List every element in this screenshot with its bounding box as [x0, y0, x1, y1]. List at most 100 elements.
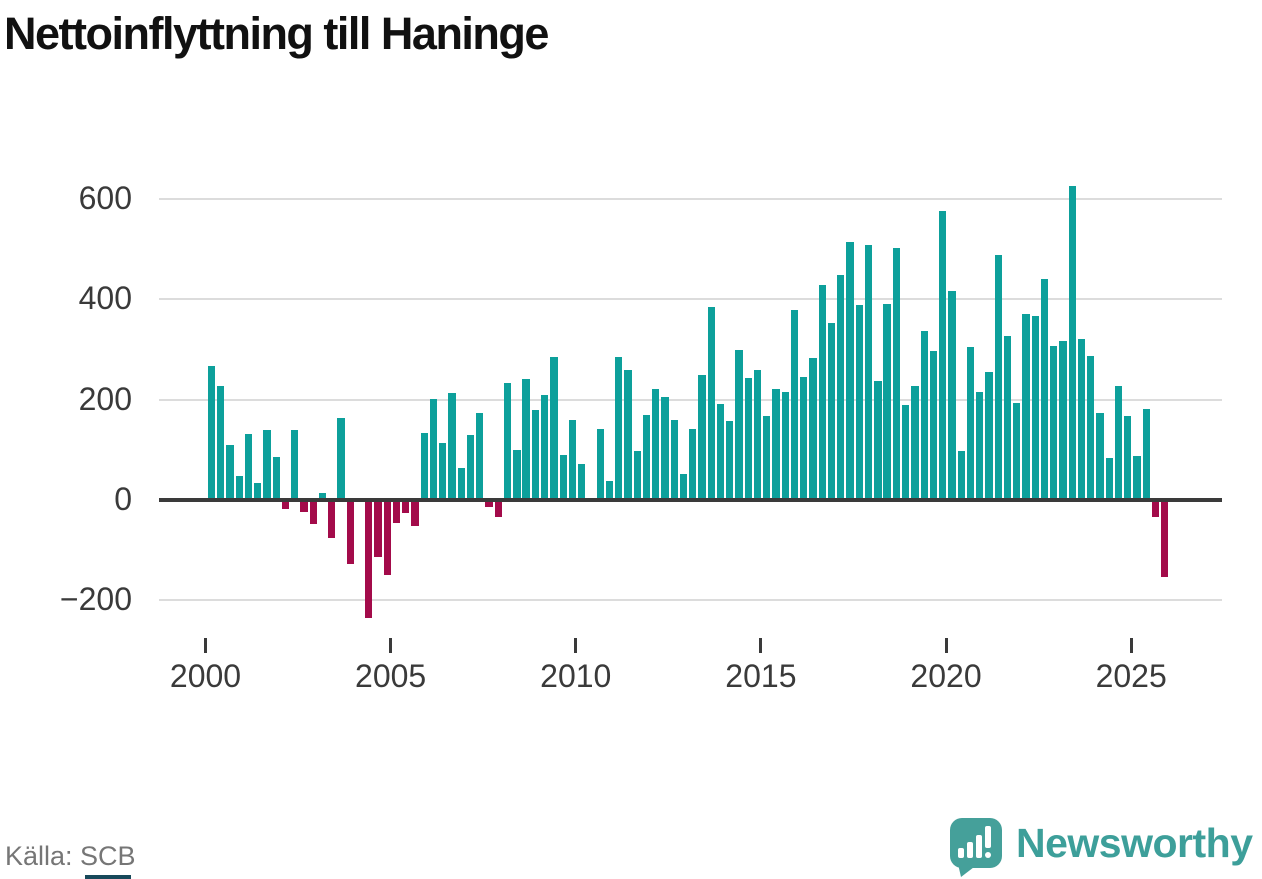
- bar: [1105, 458, 1113, 500]
- bar: [624, 369, 632, 500]
- bar: [531, 410, 540, 500]
- bar: [994, 255, 1002, 500]
- bar: [809, 357, 817, 500]
- bar: [901, 404, 910, 500]
- bar: [1124, 416, 1132, 500]
- bar: [1142, 408, 1150, 500]
- bar: [920, 330, 928, 500]
- x-axis-tick: [389, 638, 393, 653]
- x-axis-tick: [574, 638, 578, 653]
- bar: [383, 500, 391, 576]
- bar: [753, 369, 762, 500]
- x-axis-tick: [944, 638, 948, 653]
- x-axis-tick-label: 2010: [540, 658, 612, 694]
- bar: [494, 500, 503, 518]
- bar: [689, 428, 697, 500]
- bar: [1013, 403, 1021, 500]
- bar: [272, 457, 280, 500]
- newsworthy-logo-icon: [950, 818, 1002, 868]
- bar: [948, 290, 956, 500]
- x-axis-tick: [1129, 638, 1133, 653]
- bar: [550, 357, 558, 500]
- bar: [1003, 335, 1012, 500]
- bar: [485, 500, 493, 507]
- bar: [929, 350, 938, 500]
- x-axis-tick-label: 2000: [169, 658, 242, 694]
- bar: [217, 386, 225, 500]
- bar: [374, 500, 382, 557]
- bar: [1151, 500, 1160, 517]
- bar: [855, 304, 864, 500]
- y-axis-tick-label: 400: [78, 280, 132, 317]
- bar: [790, 310, 799, 500]
- x-axis-tick: [204, 638, 207, 653]
- bar: [476, 412, 484, 500]
- bar: [781, 392, 789, 500]
- x-axis-tick-label: 2025: [1095, 658, 1167, 694]
- gridline: [159, 298, 1222, 301]
- bar: [559, 454, 567, 500]
- bar: [596, 429, 604, 500]
- bar: [976, 392, 984, 500]
- x-axis-tick: [759, 638, 763, 653]
- bar: [1050, 345, 1058, 500]
- bar: [1077, 338, 1086, 500]
- source-label: Källa: SCB: [5, 841, 136, 871]
- bar: [578, 464, 586, 500]
- gridline: [159, 398, 1222, 401]
- bar: [318, 492, 327, 500]
- bar: [939, 210, 947, 500]
- bar: [457, 467, 465, 500]
- bar: [1022, 314, 1030, 500]
- bar: [402, 500, 410, 513]
- bar: [263, 430, 271, 500]
- y-axis-tick-label: 0: [114, 481, 132, 517]
- bar: [966, 346, 975, 500]
- bar: [1059, 340, 1067, 500]
- bar: [642, 414, 651, 500]
- bar: [864, 245, 873, 500]
- bar: [985, 372, 993, 500]
- bar: [226, 445, 234, 500]
- bar: [707, 306, 715, 500]
- x-axis-tick-label: 2015: [725, 658, 797, 694]
- bar: [1133, 456, 1141, 500]
- bar: [439, 442, 447, 500]
- bar: [1096, 413, 1104, 500]
- bar: [429, 399, 438, 500]
- bar: [800, 377, 808, 500]
- bar: [772, 389, 780, 500]
- bar: [254, 483, 262, 500]
- bar: [235, 476, 243, 500]
- bar: [633, 451, 641, 500]
- bar: [837, 275, 845, 500]
- bar: [874, 380, 882, 500]
- bar: [957, 451, 965, 500]
- bar: [744, 377, 752, 500]
- bar: [207, 366, 216, 500]
- bar: [448, 392, 456, 500]
- bar: [892, 248, 901, 500]
- bar: [1161, 500, 1169, 578]
- bar: [392, 500, 401, 523]
- bar: [328, 500, 336, 539]
- bar: [309, 500, 317, 525]
- bar: [513, 450, 521, 500]
- bar: [1087, 355, 1095, 500]
- bar: [281, 500, 290, 509]
- bar: [1114, 386, 1123, 500]
- bar: [1031, 315, 1039, 500]
- bar: [670, 419, 678, 500]
- bar: [883, 304, 891, 500]
- bar: [911, 386, 919, 500]
- bar: [300, 500, 308, 512]
- bar: [818, 285, 826, 500]
- x-axis-tick-label: 2020: [910, 658, 982, 694]
- bar: [698, 375, 706, 500]
- bar: [466, 435, 475, 500]
- bar: [763, 416, 771, 500]
- bar: [540, 395, 549, 500]
- chart-title: Nettoinflyttning till Haninge: [4, 8, 549, 59]
- y-axis-tick-label: 600: [78, 179, 132, 216]
